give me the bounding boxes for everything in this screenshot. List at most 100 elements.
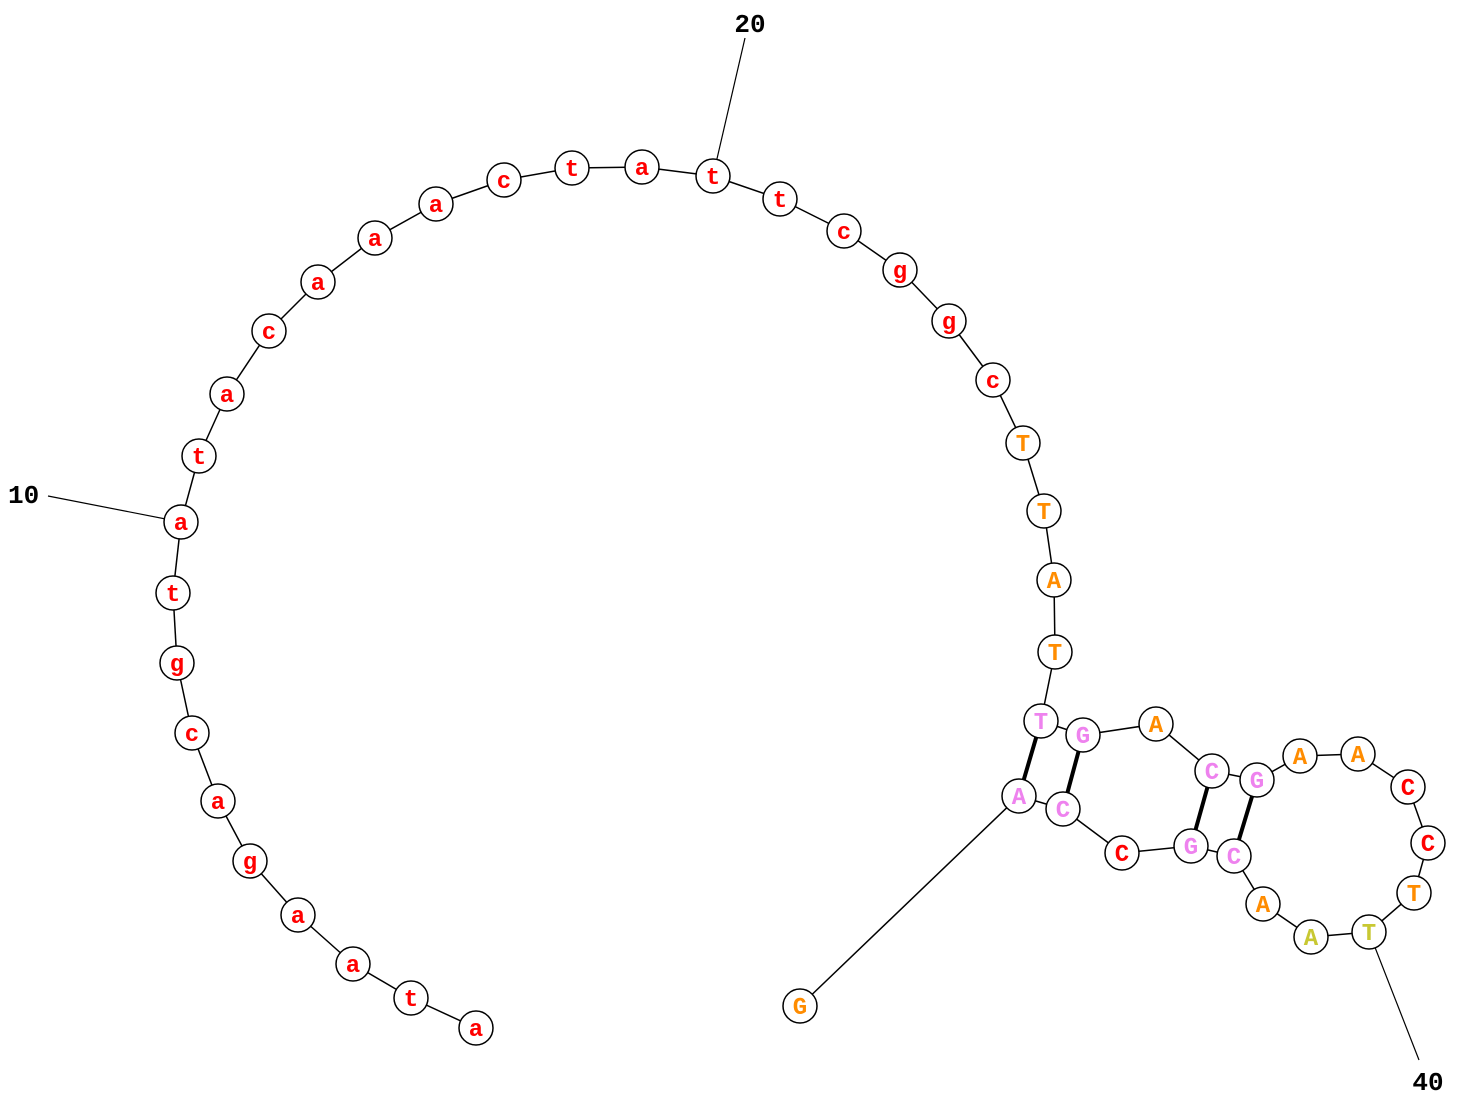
nucleotide: c [486,162,522,198]
nucleotide-circle [1351,914,1387,950]
nucleotide-circle [1293,919,1329,955]
nucleotide-base: c [986,369,1000,396]
nucleotide-circle [1023,703,1059,739]
nucleotide-base: G [793,995,807,1022]
nucleotide: G [1239,762,1275,798]
nucleotide-base: g [243,850,257,877]
nucleotide: C [1194,753,1230,789]
nucleotide-base: t [192,445,206,472]
nucleotide: C [1216,838,1252,874]
nucleotide: A [1282,738,1318,774]
base-pair-bond [1193,786,1210,831]
nucleotide-base: A [1149,713,1164,740]
nucleotide-circle [554,150,590,186]
nucleotide: t [762,181,798,217]
nucleotide: A [1293,919,1329,955]
nucleotide-base: C [1056,798,1070,825]
base-pair-layer [1021,736,1254,841]
nucleotide-base: A [1012,785,1027,812]
nucleotide-circle [624,149,660,185]
nucleotide: a [209,376,245,412]
nucleotide-base: A [1304,926,1319,953]
nucleotide-circle [782,988,818,1024]
nucleotide-circle [762,181,798,217]
nucleotide: C [1104,835,1140,871]
nucleotide-base: a [635,156,649,183]
nucleotide-circle [280,897,316,933]
nucleotide-base: a [429,193,443,220]
nucleotide-circle [1005,425,1041,461]
nucleotide-base: g [170,652,184,679]
nucleotide-circle [181,438,217,474]
nucleotide-circle [1001,778,1037,814]
nucleotide-circle [882,252,918,288]
nucleotide: A [1340,736,1376,772]
backbone-layer [172,166,1429,1029]
base-pair-bond [1021,736,1039,781]
nucleotide-base: c [262,320,276,347]
nucleotide: G [1173,828,1209,864]
nucleotide-base: a [174,511,188,538]
nucleotide-circle [1245,886,1281,922]
nucleotide-base: C [1227,845,1241,872]
nucleotide-circle [1216,838,1252,874]
nucleotide-base: a [346,953,360,980]
nucleotide-circle [458,1010,494,1046]
nucleotide-circle [393,980,429,1016]
nucleotide: T [1005,425,1041,461]
nucleotide-base: G [1250,769,1264,796]
nucleotide: A [1036,562,1072,598]
nucleotide: a [418,186,454,222]
nucleotide-circle [335,946,371,982]
nucleotide: t [554,150,590,186]
nucleotide: T [1351,914,1387,950]
nucleotide: g [232,843,268,879]
nucleotide: g [882,252,918,288]
nucleotide-circle [1340,736,1376,772]
nucleotide: G [782,988,818,1024]
position-label-line [712,37,746,177]
nucleotide: C [1045,791,1081,827]
nucleotide-circle [1036,562,1072,598]
nucleotide-circle [1282,738,1318,774]
position-label-line [1368,931,1420,1061]
nucleotide-circle [174,715,210,751]
nucleotide-circle [486,162,522,198]
nucleotide-base: g [893,259,907,286]
nucleotide-circle [1065,717,1101,753]
nucleotide-circle [1026,493,1062,529]
nucleotide-circle [155,575,191,611]
nucleotide-circle [209,376,245,412]
nucleotide: t [393,980,429,1016]
nucleotide-base: t [565,157,579,184]
nucleotide-circle [357,220,393,256]
nucleotide-base: C [1401,776,1415,803]
nucleotide-circle [163,504,199,540]
position-label-lines [47,37,1420,1061]
nucleotide-base: C [1115,842,1129,869]
nucleotide: T [1023,703,1059,739]
nucleotide-circle [826,213,862,249]
nucleotide-base: a [311,271,325,298]
position-label: 40 [1412,1068,1443,1098]
nucleotide-circle [418,186,454,222]
nucleotide: a [335,946,371,982]
nucleotide-base: C [1205,760,1219,787]
nucleotide-base: g [942,310,956,337]
nucleotide-base: a [368,227,382,254]
nucleotide: t [181,438,217,474]
nucleotide: g [159,645,195,681]
nucleotide: c [251,313,287,349]
nucleotide: A [1245,886,1281,922]
nucleotide: a [163,504,199,540]
nucleotide-base: T [1407,882,1421,909]
backbone-link [799,795,1020,1007]
nucleotide-base: G [1184,835,1198,862]
nucleotide-circle [1239,762,1275,798]
nucleotide: A [1138,706,1174,742]
base-pair-bond [1237,795,1254,841]
nucleotide-base: c [837,220,851,247]
position-label: 20 [734,10,765,40]
nucleotide: a [357,220,393,256]
